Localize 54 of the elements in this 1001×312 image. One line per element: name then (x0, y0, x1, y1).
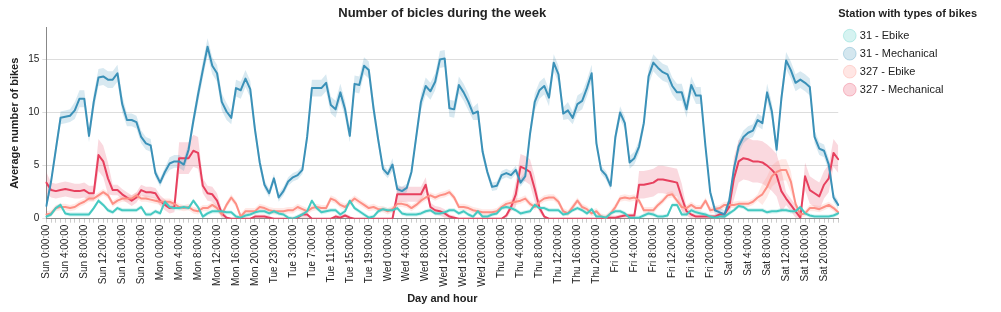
x-tick-label: Thu 16:00:00 (571, 224, 583, 284)
x-tick-label: Sat 8:00:00 (760, 224, 772, 276)
x-tick-label: Thu 20:00:00 (590, 224, 602, 284)
x-tick-label: Tue 19:00:00 (362, 224, 374, 284)
x-tick-label: Wed 16:00:00 (457, 224, 469, 287)
legend-label: 31 - Mechanical (859, 46, 938, 59)
x-tick-label: Thu 4:00:00 (514, 224, 526, 279)
x-tick-label: Fri 20:00:00 (703, 224, 715, 279)
legend-label: 327 - Mechanical (859, 82, 944, 95)
x-tick-label: Thu 8:00:00 (533, 224, 545, 279)
x-tick-label: Sun 4:00:00 (59, 224, 71, 279)
x-tick-label: Sat 0:00:00 (722, 224, 734, 276)
x-tick-label: Mon 4:00:00 (172, 224, 184, 281)
x-tick-label: Wed 0:00:00 (381, 224, 393, 282)
x-tick-label: Sat 12:00:00 (779, 224, 791, 282)
x-tick-label: Wed 20:00:00 (476, 224, 488, 287)
x-tick-label: Tue 23:00:00 (267, 224, 279, 284)
x-tick-label: Sun 12:00:00 (96, 224, 108, 285)
y-tick-label: 10 (28, 106, 40, 118)
x-tick-label: Wed 8:00:00 (419, 224, 431, 282)
x-tick-label: Fri 8:00:00 (647, 224, 659, 273)
x-tick-label: Fri 16:00:00 (685, 224, 696, 279)
x-tick-label: Sun 8:00:00 (78, 224, 90, 279)
x-tick-label: Fri 4:00:00 (628, 224, 640, 273)
y-tick-label: 5 (33, 159, 40, 171)
x-tick-label: Sat 16:00:00 (798, 224, 810, 282)
chart-title: Number of bicles during the week (338, 5, 548, 21)
y-tick-label: 0 (33, 212, 40, 224)
x-tick-label: Mon 16:00:00 (229, 224, 241, 286)
x-tick-label: Wed 12:00:00 (438, 224, 450, 287)
x-tick-label: Tue 7:00:00 (305, 224, 317, 278)
x-tick-label: Fri 12:00:00 (666, 224, 678, 279)
x-tick-label: Sun 20:00:00 (134, 224, 146, 285)
x-tick-label: Sat 20:00:00 (817, 224, 829, 282)
x-tick-label: Mon 12:00:00 (210, 224, 222, 286)
x-tick-label: Mon 20:00:00 (248, 224, 260, 286)
y-axis-title: Average number of bikes (7, 57, 20, 189)
x-axis-title: Day and hour (407, 292, 479, 305)
x-tick-label: Thu 0:00:00 (495, 224, 507, 279)
x-tick-label: Mon 0:00:00 (153, 224, 165, 281)
legend-title: Station with types of bikes (838, 6, 978, 19)
x-tick-label: Tue 11:00:00 (324, 224, 336, 283)
x-tick-label: Tue 3:00:00 (286, 224, 298, 278)
x-tick-label: Thu 12:00:00 (552, 224, 564, 284)
x-tick-label: Mon 8:00:00 (191, 224, 203, 281)
legend-label: 327 - Ebike (859, 64, 916, 77)
x-tick-label: Wed 4:00:00 (400, 224, 412, 282)
x-tick-label: Sat 4:00:00 (741, 224, 753, 276)
x-tick-label: Sun 16:00:00 (115, 224, 127, 285)
y-tick-label: 15 (28, 53, 40, 65)
legend-label: 31 - Ebike (859, 28, 910, 41)
x-tick-label: Sun 0:00:00 (40, 224, 52, 279)
x-tick-label: Fri 0:00:00 (609, 224, 621, 273)
x-tick-label: Tue 15:00:00 (343, 224, 355, 284)
